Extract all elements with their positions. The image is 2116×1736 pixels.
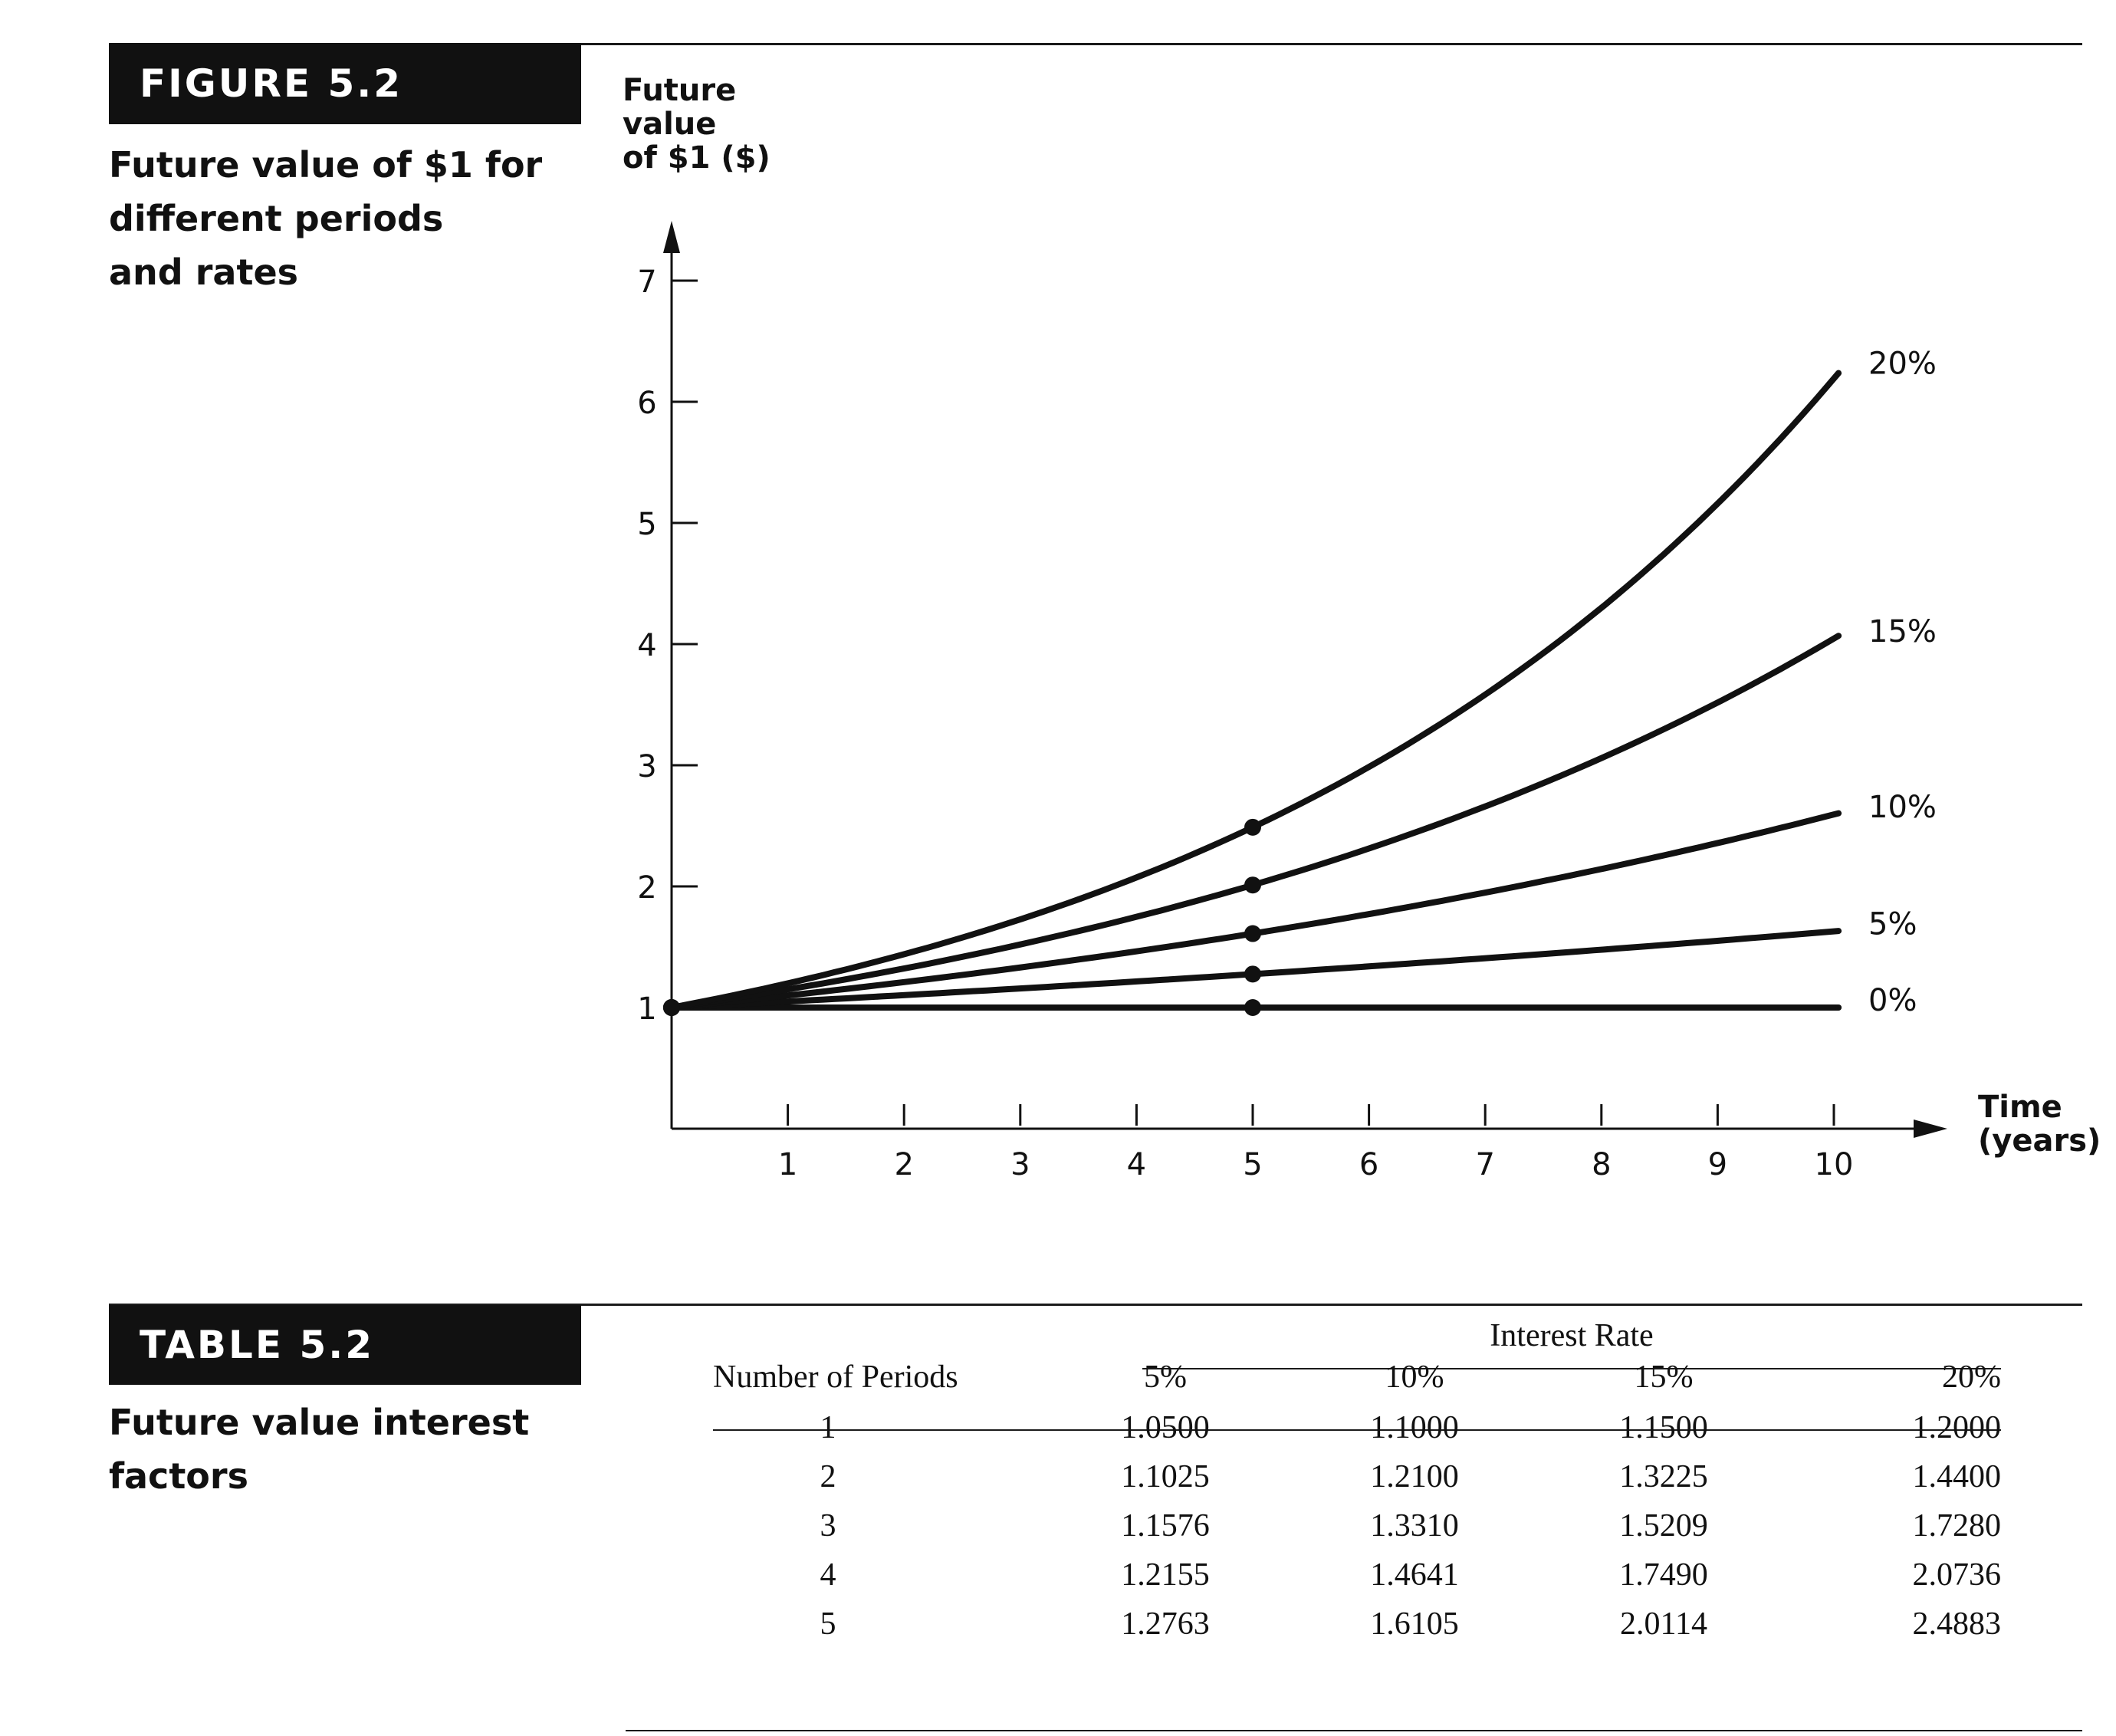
factor-cell: 1.2763 (1121, 1606, 1210, 1642)
x-axis-title-line: Time (1978, 1090, 2062, 1125)
y-tick-label: 6 (637, 386, 656, 421)
y-tick-label: 3 (637, 749, 656, 784)
future-value-chart: 1 2 3 4 5 6 7 1 2 3 4 5 6 7 8 9 10 0% 5% 10% 15% 20% (637, 221, 1947, 1182)
interest-rate-header: Interest Rate (1490, 1318, 1654, 1353)
factor-cell: 2.0114 (1620, 1606, 1707, 1642)
y-tick-label: 7 (637, 265, 656, 300)
period-cell: 5 (820, 1606, 836, 1642)
data-point (1244, 876, 1261, 894)
factor-cell: 1.4400 (1912, 1459, 2002, 1494)
x-tick-label: 3 (1010, 1147, 1030, 1182)
x-tick-label: 10 (1815, 1147, 1854, 1182)
x-tick-label: 6 (1359, 1147, 1378, 1182)
data-point (1244, 818, 1261, 836)
table-caption-line: factors (109, 1455, 248, 1497)
figure-top-rule (109, 43, 2082, 45)
factor-cell: 1.2000 (1912, 1410, 2002, 1445)
figure-caption: Future value of $1 for different periods… (109, 138, 542, 299)
y-axis-title: Future value of $1 ($) (623, 74, 770, 175)
column-header: 20% (1942, 1360, 2001, 1395)
factor-cell: 1.5209 (1619, 1508, 1708, 1544)
period-cell: 1 (820, 1410, 836, 1445)
x-tick-label: 7 (1475, 1147, 1494, 1182)
period-cell: 3 (820, 1508, 836, 1544)
y-tick-label: 2 (637, 870, 656, 906)
column-header: 15% (1634, 1360, 1694, 1395)
y-tick-label: 1 (637, 991, 656, 1027)
figure-caption-line: different periods (109, 198, 444, 239)
figure-caption-line: and rates (109, 252, 299, 293)
y-axis-arrow (663, 221, 680, 253)
series-line (669, 370, 1842, 1011)
table-row: 3 1.1576 1.3310 1.5209 1.7280 (713, 1501, 2002, 1550)
factor-cell: 1.0500 (1121, 1410, 1210, 1445)
y-tick-label: 5 (637, 507, 656, 542)
x-tick-label: 4 (1127, 1147, 1146, 1182)
series-label: 10% (1868, 790, 1937, 825)
x-tick-label: 2 (894, 1147, 913, 1182)
table-row: 5 1.2763 1.6105 2.0114 2.4883 (713, 1600, 2002, 1649)
x-tick-label: 5 (1243, 1147, 1262, 1182)
factor-cell: 1.7280 (1912, 1508, 2002, 1544)
interest-rate-rule (1142, 1368, 2001, 1369)
y-axis-title-line: of $1 ($) (623, 140, 770, 176)
factor-cell: 1.4641 (1370, 1557, 1459, 1593)
series-label: 15% (1868, 614, 1937, 649)
factor-cell: 1.2155 (1121, 1557, 1210, 1593)
table-caption-line: Future value interest (109, 1402, 530, 1443)
factor-cell: 1.7490 (1619, 1557, 1708, 1593)
factor-cell: 1.6105 (1370, 1606, 1459, 1642)
table-label: TABLE 5.2 (109, 1305, 581, 1385)
table-top-rule (109, 1304, 2082, 1306)
x-axis-title: Time (years) (1978, 1090, 2101, 1158)
figure-caption-line: Future value of $1 for (109, 144, 543, 186)
period-cell: 2 (820, 1459, 836, 1494)
factor-cell: 1.1500 (1619, 1410, 1708, 1445)
x-tick-label: 9 (1708, 1147, 1727, 1182)
series-label: 20% (1868, 347, 1937, 382)
factor-cell: 1.3310 (1370, 1508, 1459, 1544)
data-point (1244, 999, 1261, 1016)
table-caption: Future value interest factors (109, 1396, 529, 1503)
data-point (663, 999, 680, 1016)
column-header: 5% (1144, 1360, 1187, 1395)
x-axis-title-line: (years) (1978, 1123, 2101, 1159)
x-tick-label: 8 (1592, 1147, 1611, 1182)
data-point (1244, 925, 1261, 942)
table-bottom-rule (626, 1730, 2082, 1731)
x-axis-arrow (1914, 1120, 1947, 1138)
factor-cell: 1.1025 (1121, 1459, 1210, 1494)
figure-label: FIGURE 5.2 (109, 43, 581, 124)
table-header-row: Number of Periods 5% 10% 15% 20% (713, 1311, 2001, 1403)
period-cell: 4 (820, 1557, 836, 1593)
table-row: 2 1.1025 1.2100 1.3225 1.4400 (713, 1452, 2002, 1501)
table-row: 1 1.0500 1.1000 1.1500 1.2000 (713, 1403, 2002, 1452)
column-header: 10% (1385, 1360, 1444, 1395)
future-value-table: Number of Periods 5% 10% 15% 20% 1 1.0500… (713, 1311, 2001, 1649)
table-row: 4 1.2155 1.4641 1.7490 2.0736 (713, 1550, 2002, 1600)
column-header-rule (713, 1429, 2001, 1431)
y-tick-label: 4 (637, 628, 656, 663)
factor-cell: 1.3225 (1619, 1459, 1708, 1494)
series-label: 0% (1868, 983, 1917, 1018)
y-axis-title-line: value (623, 107, 717, 142)
y-axis-title-line: Future (623, 73, 737, 108)
x-tick-label: 1 (778, 1147, 797, 1182)
column-header: Number of Periods (713, 1360, 958, 1395)
series-label: 5% (1868, 907, 1917, 942)
data-point (1244, 965, 1261, 983)
factor-cell: 2.4883 (1912, 1606, 2002, 1642)
factor-cell: 1.1000 (1370, 1410, 1459, 1445)
factor-cell: 2.0736 (1912, 1557, 2002, 1593)
factor-cell: 1.2100 (1370, 1459, 1459, 1494)
factor-cell: 1.1576 (1121, 1508, 1210, 1544)
